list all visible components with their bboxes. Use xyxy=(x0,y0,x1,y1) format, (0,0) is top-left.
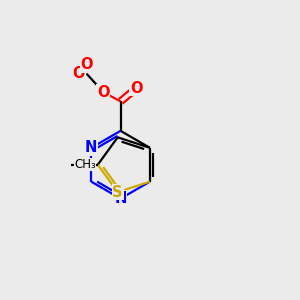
Text: CH₃: CH₃ xyxy=(74,158,96,171)
Text: N: N xyxy=(85,140,98,155)
Text: O: O xyxy=(97,85,110,100)
Text: S: S xyxy=(112,184,123,200)
Text: O: O xyxy=(80,57,93,72)
Text: O: O xyxy=(130,81,143,96)
Text: N: N xyxy=(114,191,127,206)
Text: O: O xyxy=(73,66,85,81)
